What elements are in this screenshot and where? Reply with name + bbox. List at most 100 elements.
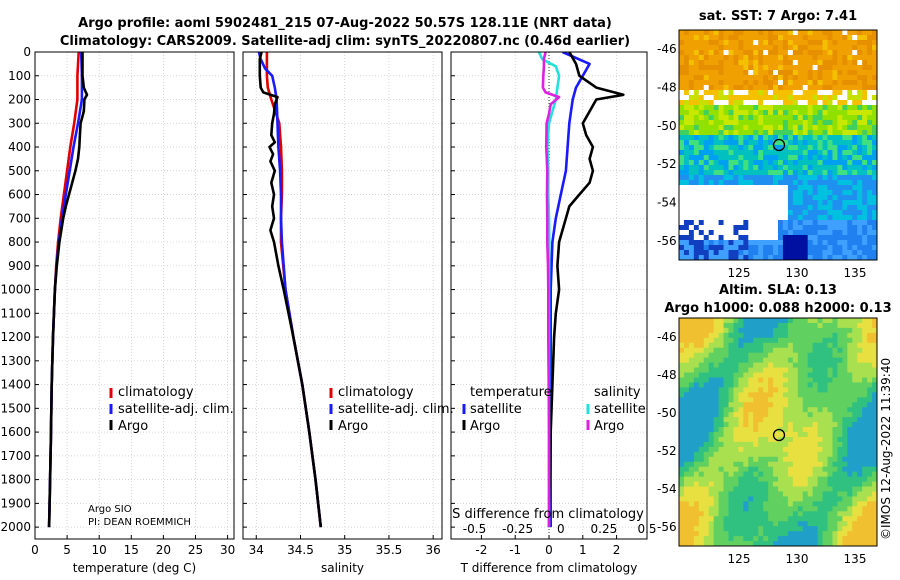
map-cell <box>728 235 735 241</box>
map-cell <box>832 85 838 91</box>
map-cell <box>768 511 774 517</box>
map-cell <box>718 318 725 324</box>
map-cell <box>708 155 715 161</box>
map-cell <box>837 446 843 453</box>
map-cell <box>872 441 877 448</box>
map-cell <box>768 342 774 349</box>
map-cell <box>683 318 690 324</box>
map-cell <box>703 200 710 206</box>
map-cell <box>733 145 739 151</box>
map-cell <box>693 496 700 502</box>
map-cell <box>852 65 858 71</box>
map-cell <box>872 185 877 191</box>
map-cell <box>802 255 809 260</box>
map-cell <box>827 392 834 398</box>
map-cell <box>763 130 769 136</box>
map-cell <box>713 531 720 537</box>
map-cell <box>802 367 809 374</box>
map-cell <box>723 230 730 236</box>
map-cell <box>733 130 739 136</box>
map-cell <box>753 190 759 196</box>
map-cell <box>842 506 848 512</box>
map-cell <box>832 342 838 349</box>
map-cell <box>718 145 725 151</box>
map-cell <box>802 100 809 106</box>
map-cell <box>738 377 744 384</box>
map-cell <box>778 60 784 66</box>
map-cell <box>698 526 705 532</box>
map-cell <box>857 90 863 96</box>
map-cell <box>862 436 868 443</box>
map-cell <box>758 210 764 216</box>
map-cell <box>782 125 789 131</box>
map-cell <box>708 95 715 101</box>
map-cell <box>763 85 769 91</box>
map-cell <box>723 466 730 473</box>
map-cell <box>857 318 863 324</box>
map-frame <box>678 317 878 547</box>
map-cell <box>802 95 809 101</box>
map-cell <box>822 357 829 364</box>
map-cell <box>857 165 863 171</box>
map-cell <box>768 441 774 448</box>
map-cell <box>792 70 799 76</box>
map-cell <box>837 427 843 433</box>
map-cell <box>807 165 814 171</box>
map-cell <box>837 422 843 428</box>
map-cell <box>743 491 749 498</box>
map-cell <box>872 125 877 131</box>
map-cell <box>827 245 834 251</box>
map-cell <box>688 160 695 166</box>
map-cell <box>758 357 764 364</box>
map-cell <box>679 427 685 433</box>
map-cell <box>852 185 858 191</box>
map-cell <box>753 486 759 493</box>
map-cell <box>812 120 819 126</box>
map-cell <box>743 501 749 507</box>
map-cell <box>782 337 789 344</box>
map-cell <box>822 60 829 66</box>
map-cell <box>867 150 873 156</box>
map-cell <box>822 491 829 498</box>
map-cell <box>753 180 759 186</box>
map-cell <box>802 75 809 81</box>
map-cell <box>778 412 784 418</box>
map-cell <box>787 130 794 136</box>
map-cell <box>743 357 749 364</box>
map-cell <box>698 471 705 478</box>
map-cell <box>822 377 829 384</box>
map-cell <box>688 486 695 493</box>
map-cell <box>822 352 829 359</box>
map-cell <box>758 90 764 96</box>
map-cell <box>862 377 868 384</box>
map-cell <box>872 235 877 241</box>
map-cell <box>817 367 824 374</box>
map-cell <box>867 327 873 334</box>
map-cell <box>743 150 749 156</box>
map-cell <box>693 377 700 384</box>
map-cell <box>708 100 715 106</box>
map-cell <box>807 145 814 151</box>
map-cell <box>748 245 754 251</box>
map-cell <box>733 516 739 522</box>
map-cell <box>792 436 799 443</box>
map-cell <box>842 195 848 201</box>
map-cell <box>778 461 784 468</box>
map-cell <box>698 115 705 121</box>
map-cell <box>792 516 799 522</box>
map-cell <box>688 95 695 101</box>
map-cell <box>862 337 868 344</box>
map-cell <box>763 240 769 246</box>
map-cell <box>708 446 715 453</box>
map-cell <box>778 245 784 251</box>
map-cell <box>728 225 735 231</box>
map-cell <box>872 362 877 369</box>
map-cell <box>792 357 799 364</box>
map-cell <box>753 387 759 393</box>
map-cell <box>802 451 809 458</box>
map-cell <box>797 432 804 438</box>
map-cell <box>807 230 814 236</box>
map-cell <box>782 332 789 339</box>
map-cell <box>832 125 838 131</box>
map-cell <box>787 511 794 517</box>
